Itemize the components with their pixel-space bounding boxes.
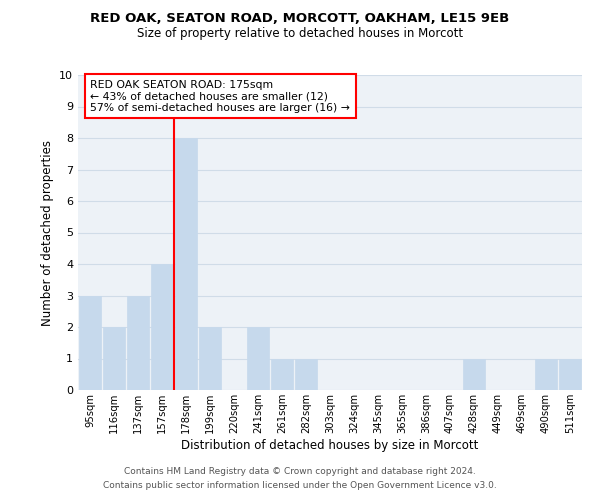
Text: Contains HM Land Registry data © Crown copyright and database right 2024.: Contains HM Land Registry data © Crown c…: [124, 467, 476, 476]
Text: RED OAK SEATON ROAD: 175sqm
← 43% of detached houses are smaller (12)
57% of sem: RED OAK SEATON ROAD: 175sqm ← 43% of det…: [90, 80, 350, 113]
Bar: [247, 327, 269, 390]
Bar: [463, 358, 485, 390]
Bar: [559, 358, 581, 390]
Text: RED OAK, SEATON ROAD, MORCOTT, OAKHAM, LE15 9EB: RED OAK, SEATON ROAD, MORCOTT, OAKHAM, L…: [91, 12, 509, 26]
Bar: [175, 138, 197, 390]
Bar: [535, 358, 557, 390]
X-axis label: Distribution of detached houses by size in Morcott: Distribution of detached houses by size …: [181, 438, 479, 452]
Bar: [271, 358, 293, 390]
Bar: [103, 327, 125, 390]
Bar: [199, 327, 221, 390]
Bar: [127, 296, 149, 390]
Y-axis label: Number of detached properties: Number of detached properties: [41, 140, 53, 326]
Bar: [79, 296, 101, 390]
Bar: [295, 358, 317, 390]
Text: Contains public sector information licensed under the Open Government Licence v3: Contains public sector information licen…: [103, 481, 497, 490]
Bar: [151, 264, 173, 390]
Text: Size of property relative to detached houses in Morcott: Size of property relative to detached ho…: [137, 28, 463, 40]
